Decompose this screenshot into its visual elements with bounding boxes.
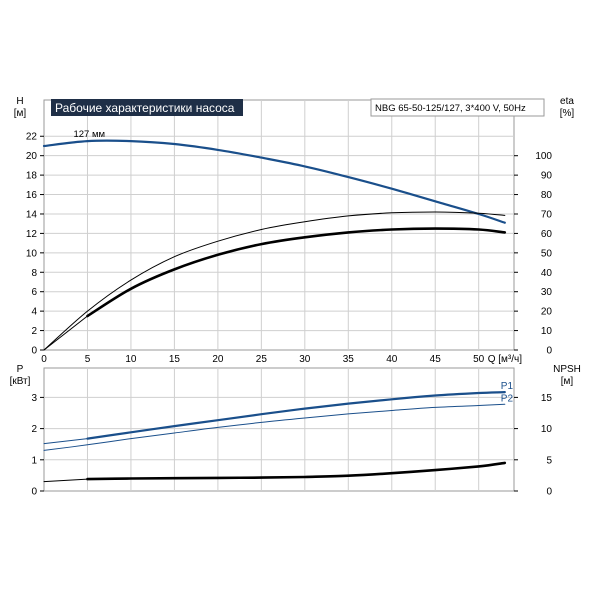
power-npsh-curve-1 (43, 438, 88, 445)
x-tick-label: 15 (169, 354, 181, 365)
head-efficiency-right-tick-label: 70 (541, 209, 553, 220)
power-npsh-left-axis-label: P (17, 364, 24, 375)
head-efficiency-curve-0 (42, 139, 506, 224)
head-efficiency-curve-3 (86, 227, 507, 318)
head-efficiency-left-tick-label: 6 (31, 287, 37, 298)
chart-title: Рабочие характеристики насоса (55, 101, 235, 115)
power-npsh-right-tick-label: 0 (546, 487, 552, 498)
head-efficiency-left-tick-label: 16 (26, 190, 38, 201)
x-tick-label: 20 (212, 354, 224, 365)
power-npsh-right-tick-label: 5 (546, 455, 552, 466)
model-box (370, 98, 545, 117)
head-efficiency-right-tick-label: 50 (541, 248, 553, 259)
x-tick-label: 35 (343, 354, 355, 365)
head-efficiency-left-tick-label: 2 (31, 326, 37, 337)
head-efficiency-left-tick-label: 12 (26, 229, 38, 240)
x-tick-label: 45 (430, 354, 442, 365)
head-efficiency-right-tick-label: 60 (541, 229, 553, 240)
head-efficiency-right-tick-label: 20 (541, 307, 553, 318)
head-efficiency-right-tick-label: 30 (541, 287, 553, 298)
head-efficiency-left-tick-label: 8 (31, 268, 37, 279)
head-efficiency-left-tick-label: 4 (31, 307, 37, 318)
head-efficiency-left-axis-label: H (16, 96, 23, 107)
head-efficiency-right-tick-label: 100 (535, 151, 552, 162)
head-efficiency-right-tick-label: 10 (541, 326, 553, 337)
head-efficiency-left-tick-label: 20 (26, 151, 38, 162)
x-tick-label: 50 (473, 354, 485, 365)
power-npsh-plot-area (43, 367, 515, 492)
model-label: NBG 65-50-125/127, 3*400 V, 50Hz (375, 103, 526, 114)
head-efficiency-plot-area (43, 99, 515, 351)
x-tick-label: 5 (85, 354, 91, 365)
head-efficiency-right-axis-label: [%] (560, 108, 575, 119)
x-tick-label: 10 (125, 354, 137, 365)
head-efficiency-left-tick-label: 22 (26, 132, 38, 143)
series-label-p1: P1 (501, 381, 514, 392)
x-tick-label: 25 (256, 354, 268, 365)
head-efficiency-right-tick-label: 80 (541, 190, 553, 201)
head-efficiency-curve-4 (43, 315, 88, 351)
head-efficiency-left-axis-label: [м] (14, 108, 27, 119)
power-npsh-curve-4 (43, 478, 88, 483)
head-efficiency-right-tick-label: 90 (541, 171, 553, 182)
power-npsh-curve-3 (86, 461, 507, 481)
x-tick-label: 40 (386, 354, 398, 365)
power-npsh-right-tick-label: 15 (541, 393, 553, 404)
power-npsh-left-tick-label: 3 (31, 393, 37, 404)
x-tick-label: 0 (41, 354, 47, 365)
power-npsh-curve-0 (86, 391, 506, 440)
curve-annotation: 127 мм (73, 129, 105, 140)
x-tick-label: 30 (299, 354, 311, 365)
head-efficiency-curve-1 (43, 140, 88, 147)
head-efficiency-left-tick-label: 14 (26, 209, 38, 220)
power-npsh-right-tick-label: 10 (541, 424, 553, 435)
head-efficiency-curve-2 (43, 211, 506, 351)
power-npsh-left-tick-label: 2 (31, 424, 37, 435)
head-efficiency-right-tick-label: 0 (546, 346, 552, 357)
power-npsh-left-tick-label: 1 (31, 455, 37, 466)
head-efficiency-right-tick-label: 40 (541, 268, 553, 279)
power-npsh-curve-2 (43, 403, 506, 451)
power-npsh-left-tick-label: 0 (31, 487, 37, 498)
head-efficiency-right-axis-label: eta (560, 96, 574, 107)
head-efficiency-left-tick-label: 18 (26, 171, 38, 182)
title-box (51, 99, 243, 116)
series-label-p2: P2 (501, 393, 514, 404)
head-efficiency-left-tick-label: 0 (31, 346, 37, 357)
power-npsh-right-axis-label: [м] (561, 376, 574, 387)
x-axis-label: Q [м³/ч] (488, 354, 523, 365)
power-npsh-left-axis-label: [кВт] (10, 376, 31, 387)
head-efficiency-left-tick-label: 10 (26, 248, 38, 259)
power-npsh-right-axis-label: NPSH (553, 364, 581, 375)
